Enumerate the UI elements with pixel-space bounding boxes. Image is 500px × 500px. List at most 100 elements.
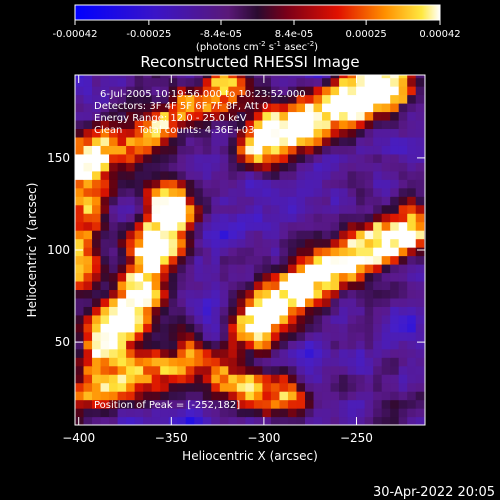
heatmap-cell (253, 280, 264, 291)
heatmap-cell (126, 77, 136, 87)
heatmap-cell (305, 399, 315, 409)
heatmap-cell (177, 391, 187, 401)
heatmap-cell (202, 306, 212, 316)
heatmap-cell (339, 408, 349, 418)
heatmap-cell (296, 187, 306, 197)
heatmap-cell (100, 221, 110, 231)
heatmap-cell (296, 280, 306, 291)
heatmap-cell (407, 348, 417, 358)
heatmap-cell (143, 196, 153, 206)
heatmap-cell (330, 280, 340, 291)
heatmap-cell (339, 230, 349, 240)
heatmap-cell (143, 153, 153, 163)
heatmap-cell (194, 75, 204, 79)
heatmap-cell (151, 128, 161, 138)
heatmap-cell (253, 289, 264, 299)
heatmap-cell (194, 264, 204, 274)
heatmap-cell (373, 314, 383, 324)
heatmap-cell (92, 280, 102, 291)
heatmap-cell (236, 221, 246, 231)
heatmap-cell (356, 145, 366, 155)
heatmap-cell (194, 280, 204, 291)
heatmap-cell (117, 416, 127, 425)
heatmap-cell (415, 357, 425, 367)
heatmap-cell (364, 399, 374, 409)
heatmap-cell (100, 348, 110, 358)
heatmap-cell (279, 365, 289, 375)
colorbar-tick-label: 0.00025 (345, 29, 386, 40)
heatmap-cell (143, 399, 153, 409)
heatmap-cell (279, 153, 289, 163)
heatmap-cell (100, 408, 110, 418)
heatmap-cell (228, 153, 238, 163)
heatmap-cell (381, 230, 391, 240)
heatmap-cell (219, 179, 229, 189)
heatmap-cell (373, 103, 383, 113)
heatmap-cell (356, 128, 366, 138)
heatmap-cell (381, 196, 391, 206)
heatmap-cell (313, 196, 323, 206)
heatmap-cell (92, 255, 102, 265)
heatmap-cell (287, 103, 298, 113)
heatmap-cell (194, 145, 204, 155)
heatmap-cell (219, 86, 229, 96)
heatmap-cell (381, 187, 391, 197)
heatmap-cell (185, 365, 195, 375)
heatmap-cell (313, 340, 323, 350)
heatmap-cell (424, 230, 425, 240)
heatmap-cell (202, 213, 212, 223)
heatmap-cell (245, 128, 255, 138)
heatmap-cell (270, 187, 281, 197)
heatmap-cell (381, 331, 391, 341)
heatmap-cell (407, 162, 417, 172)
heatmap-cell (134, 179, 144, 189)
heatmap-cell (219, 297, 229, 307)
heatmap-cell (381, 94, 391, 104)
heatmap-cell (424, 247, 425, 257)
heatmap-cell (287, 119, 298, 130)
heatmap-cell (228, 213, 238, 223)
heatmap-cell (228, 103, 238, 113)
heatmap-cell (143, 289, 153, 299)
heatmap-cell (305, 213, 315, 223)
heatmap-cell (151, 340, 161, 350)
heatmap-cell (245, 399, 255, 409)
heatmap-cell (75, 179, 85, 189)
heatmap-cell (134, 314, 144, 324)
heatmap-cell (364, 128, 374, 138)
heatmap-cell (415, 297, 425, 307)
heatmap-cell (185, 280, 195, 291)
heatmap-cell (177, 314, 187, 324)
heatmap-cell (313, 255, 323, 265)
heatmap-cell (160, 77, 170, 87)
heatmap-cell (245, 306, 255, 316)
heatmap-cell (356, 238, 366, 248)
heatmap-cell (287, 230, 298, 240)
heatmap-cell (415, 94, 425, 104)
heatmap-cell (313, 264, 323, 274)
heatmap-cell (117, 221, 127, 231)
heatmap-cell (305, 391, 315, 401)
heatmap-cell (160, 272, 170, 282)
heatmap-cell (330, 162, 340, 172)
heatmap-cell (305, 119, 315, 130)
heatmap-cell (92, 323, 102, 333)
heatmap-cell (236, 340, 246, 350)
heatmap-cell (211, 119, 221, 130)
heatmap-cell (245, 357, 255, 367)
heatmap-cell (117, 187, 127, 197)
heatmap-cell (381, 204, 391, 214)
heatmap-cell (415, 187, 425, 197)
heatmap-cell (100, 153, 110, 163)
heatmap-cell (211, 264, 221, 274)
heatmap-cell (194, 323, 204, 333)
heatmap-cell (100, 94, 110, 104)
heatmap-cell (322, 357, 332, 367)
heatmap-cell (134, 357, 144, 367)
heatmap-cell (75, 264, 85, 274)
heatmap-cell (330, 314, 340, 324)
heatmap-cell (347, 416, 357, 425)
heatmap-cell (185, 306, 195, 316)
heatmap-cell (143, 86, 153, 96)
heatmap-cell (177, 365, 187, 375)
